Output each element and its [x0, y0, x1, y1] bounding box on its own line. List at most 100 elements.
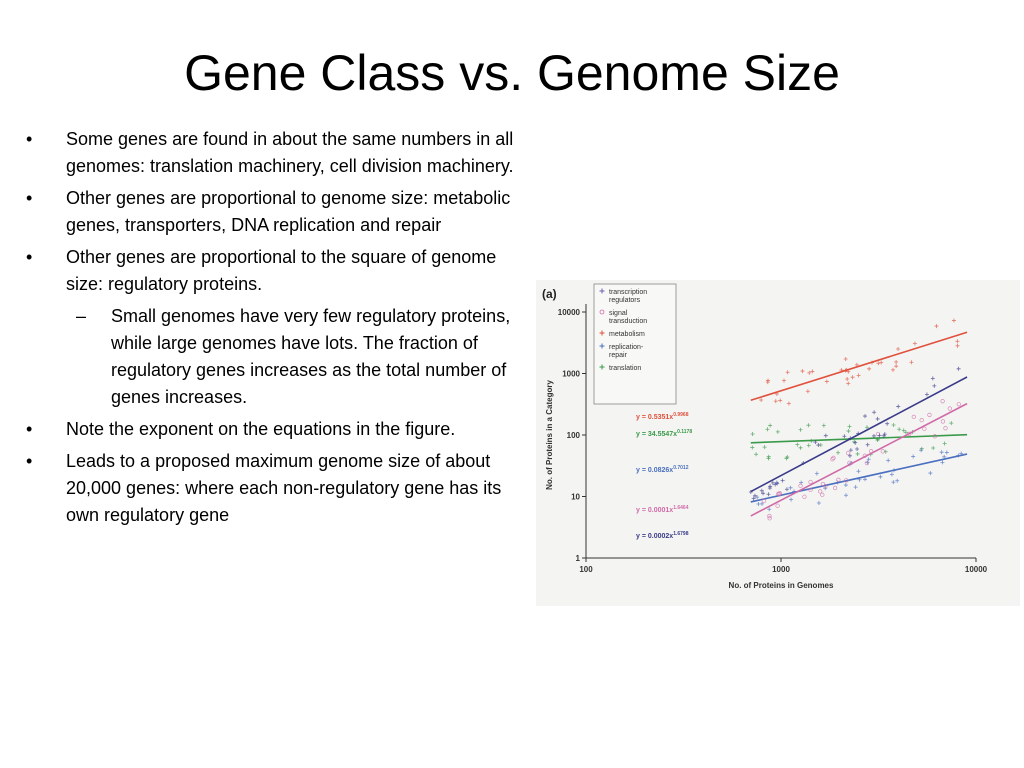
data-point [786, 401, 791, 406]
bullet-marker: • [26, 247, 33, 267]
data-point [919, 418, 924, 423]
data-point [833, 485, 838, 491]
data-point [785, 370, 790, 375]
data-point [877, 433, 882, 438]
data-point [782, 378, 787, 383]
data-point [909, 360, 914, 365]
fit-line [750, 402, 968, 517]
data-point [855, 451, 860, 456]
data-point [759, 501, 764, 506]
data-point [805, 389, 810, 394]
legend-symbol [599, 330, 605, 336]
data-point [816, 443, 821, 448]
slide-title: Gene Class vs. Genome Size [184, 45, 840, 101]
bullet-text: Some genes are found in about the same n… [66, 129, 514, 176]
data-point [820, 492, 825, 497]
data-point [789, 497, 794, 502]
x-axis-label: No. of Proteins in Genomes [729, 581, 834, 590]
data-point [856, 469, 861, 474]
data-point [876, 361, 881, 366]
data-point [940, 419, 946, 424]
bullet-text: Other genes are proportional to genome s… [66, 188, 511, 235]
data-point [911, 414, 916, 420]
data-point [756, 501, 761, 506]
data-point [864, 425, 869, 430]
y-tick-label: 1 [576, 554, 581, 563]
data-point [897, 427, 902, 432]
data-point [955, 343, 960, 348]
data-point [824, 379, 829, 384]
data-point [931, 445, 936, 450]
data-point [880, 449, 885, 454]
data-point [930, 376, 935, 381]
data-point [844, 493, 849, 498]
data-point [766, 454, 771, 459]
bullet-marker: • [26, 451, 33, 471]
data-point [767, 513, 772, 519]
data-point [823, 484, 828, 489]
bullet-text: Note the exponent on the equations in th… [66, 419, 456, 439]
data-point [932, 383, 937, 388]
data-point [798, 445, 803, 450]
data-point [768, 423, 773, 428]
data-point [947, 406, 952, 411]
bullet-text: Other genes are proportional to the squa… [66, 247, 497, 294]
data-point [773, 399, 778, 404]
bullet-text: Small genomes have very few regulatory p… [111, 306, 511, 407]
data-point [949, 421, 954, 426]
data-point [806, 443, 811, 448]
panel-label: (a) [542, 287, 557, 301]
data-point [901, 428, 906, 433]
data-point [879, 360, 884, 365]
data-point [955, 339, 960, 344]
data-point [919, 448, 924, 453]
data-point [943, 426, 948, 431]
data-point [891, 422, 896, 427]
data-point [821, 423, 826, 428]
data-point [784, 487, 789, 492]
data-point [761, 491, 766, 496]
data-point [903, 430, 908, 435]
data-point [761, 498, 767, 504]
bullet-item: • Other genes are proportional to the squ… [26, 244, 526, 298]
data-point [896, 404, 901, 409]
sub-bullet-item: – Small genomes have very few regulatory … [26, 303, 526, 411]
data-point [823, 433, 828, 438]
data-point [846, 429, 851, 434]
data-point [853, 440, 858, 445]
data-point [767, 516, 772, 521]
data-point [853, 485, 858, 490]
data-point [768, 484, 773, 489]
data-point [788, 485, 793, 490]
data-point [754, 452, 759, 457]
equation-label: y = 0.0002x1.6798 [636, 531, 689, 540]
fit-line [750, 453, 968, 503]
legend-label: metabolism [609, 331, 645, 338]
data-point [808, 479, 813, 485]
data-point [845, 377, 850, 382]
data-point [894, 364, 899, 369]
bullet-text: Leads to a proposed maximum genome size … [66, 451, 502, 525]
data-point [940, 460, 945, 465]
bullet-marker: • [26, 129, 33, 149]
data-point [842, 434, 847, 439]
data-point [820, 481, 826, 487]
data-point [836, 477, 841, 482]
data-point [895, 478, 900, 483]
data-point [802, 494, 807, 499]
fit-line [750, 433, 968, 444]
data-point [956, 402, 961, 407]
data-point [810, 369, 815, 374]
legend-label: signal transduction [609, 310, 647, 325]
data-point [850, 375, 855, 380]
y-tick-label: 100 [567, 431, 581, 440]
bullet-marker: – [76, 306, 87, 326]
data-point [777, 491, 782, 497]
data-point [939, 450, 944, 455]
data-point [843, 483, 848, 488]
data-point [847, 453, 852, 458]
data-point [818, 489, 823, 494]
data-point [847, 424, 852, 429]
legend-symbol [599, 343, 605, 349]
data-point [807, 370, 812, 375]
